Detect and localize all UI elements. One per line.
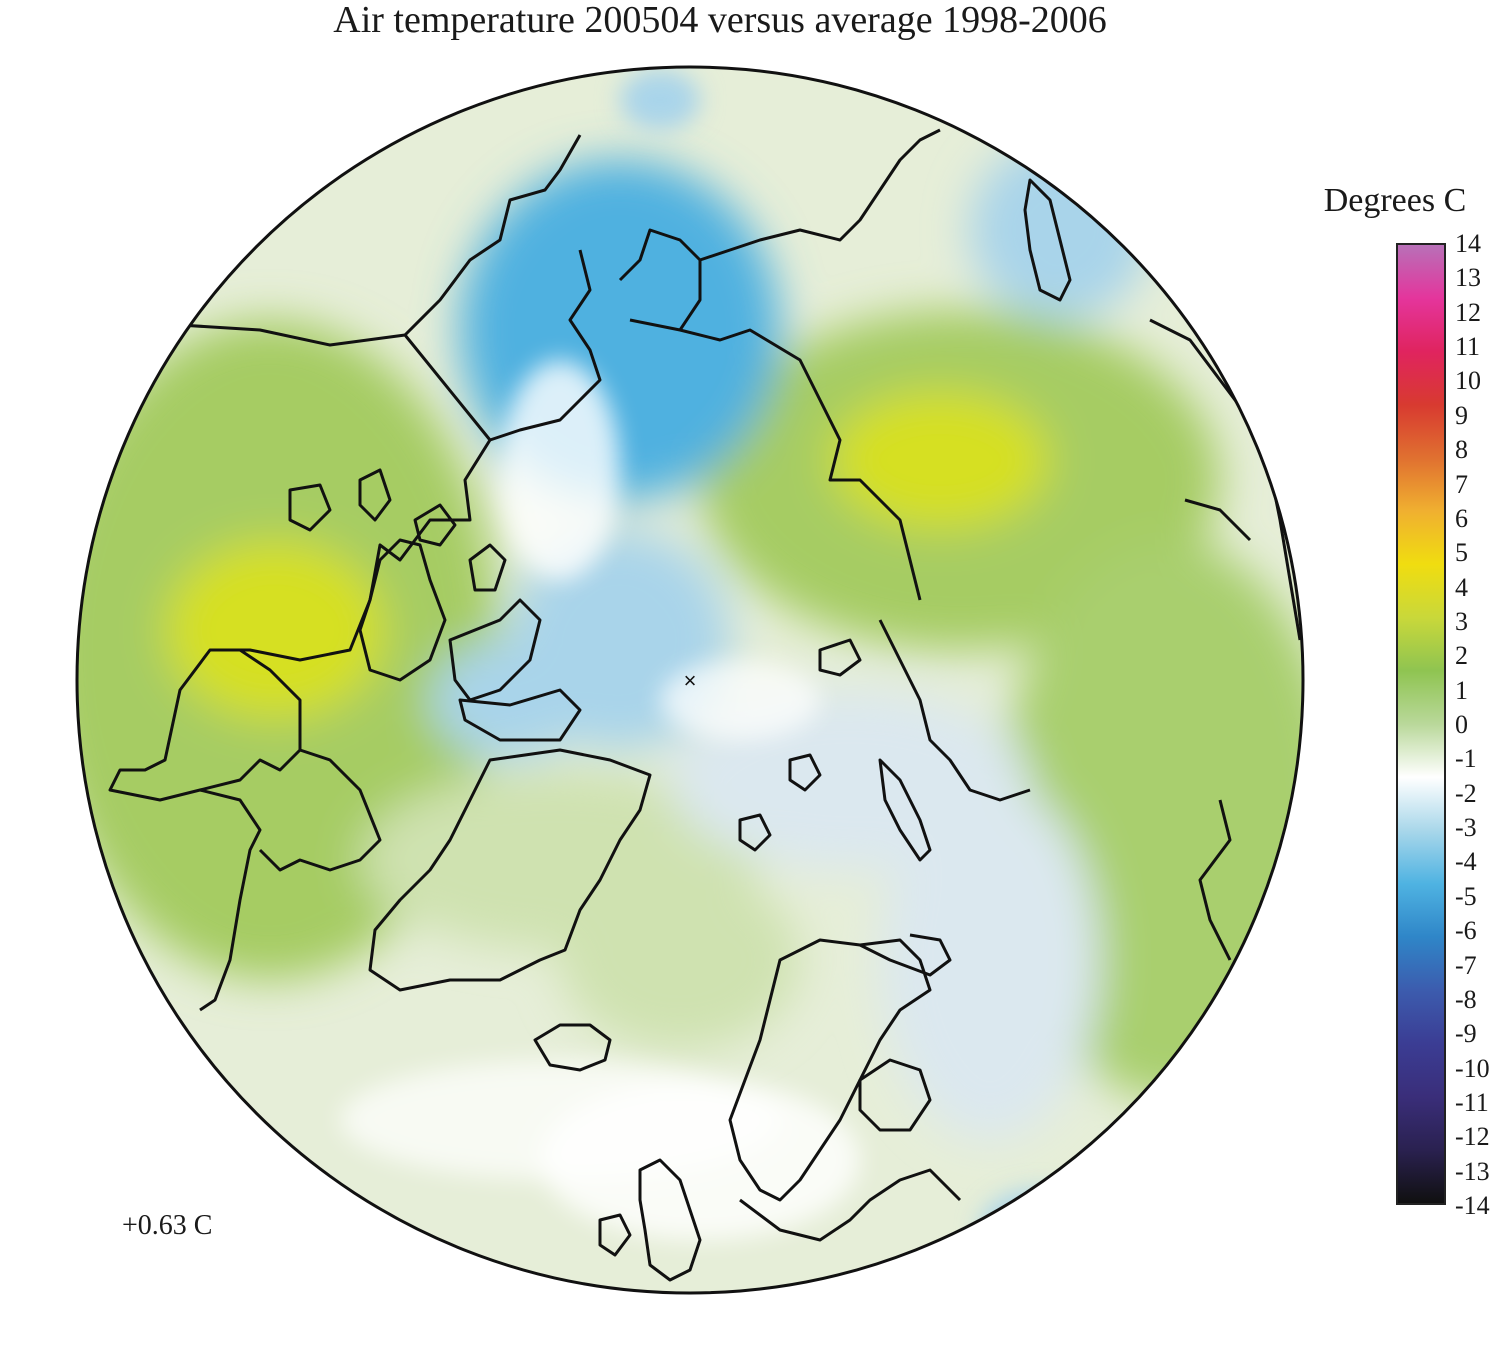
coastline-europe-mainland [739, 1168, 962, 1242]
coastline-alaska [403, 134, 582, 337]
legend-tick-label: -8 [1455, 984, 1477, 1014]
coastline-alaska-north [489, 249, 602, 442]
coastline-iceland [533, 1023, 612, 1072]
coastline-banks-island [358, 468, 392, 522]
legend-tick-label: 8 [1455, 435, 1468, 465]
coastline-baffin-island [358, 538, 447, 682]
legend-tick-label: 5 [1455, 538, 1468, 568]
coastline-victoria-island [288, 483, 332, 532]
legend-tick-label: 13 [1455, 263, 1481, 293]
legend-tick-label: 0 [1455, 710, 1468, 739]
legend-tick-label: 4 [1455, 572, 1468, 602]
coastline-east-siberia [699, 128, 941, 262]
legend-tick-label: -14 [1455, 1191, 1490, 1220]
legend-tick-label: 6 [1455, 503, 1468, 533]
legend-tick-label: 9 [1455, 400, 1468, 430]
anomaly-warm-atlantic [560, 870, 800, 1050]
map-disk-border [75, 65, 1305, 1295]
map-title: Air temperature 200504 versus average 19… [333, 0, 1107, 41]
coastline-labrador [258, 748, 382, 872]
anomaly-cold-north-pacific [620, 70, 700, 130]
coastline-archipelago-island-2 [458, 688, 582, 742]
coastline-severnaya-zemlya [818, 638, 862, 677]
coastline-archipelago-island-3 [413, 503, 457, 547]
legend-tick-label: -9 [1455, 1019, 1477, 1049]
mean-anomaly-label: +0.63 C [122, 1210, 213, 1241]
anomaly-cold-canadian-archipelago [430, 640, 590, 760]
legend-tick-label: -4 [1455, 847, 1477, 877]
coastline-okhotsk [1184, 498, 1252, 542]
legend-tick-label: -1 [1455, 744, 1477, 774]
legend-tick-label: 1 [1455, 675, 1468, 705]
coastline-taymyr [878, 619, 1031, 802]
coastline-bering-strait [618, 228, 702, 331]
coastline-archipelago-island-1 [468, 543, 507, 592]
legend-tick-label: -10 [1455, 1053, 1490, 1083]
legend-tick-label: 11 [1455, 332, 1481, 362]
coastline-chukotka [629, 318, 922, 601]
legend-tick-label: -7 [1455, 950, 1477, 980]
legend-tick-label: -6 [1455, 916, 1477, 946]
anomaly-cold-kamchatka [980, 1190, 1100, 1270]
anomaly-warm-core-siberia [830, 390, 1050, 530]
legend-tick-label: 2 [1455, 641, 1468, 671]
anomaly-warm-core-canada [165, 540, 385, 720]
coastline-kola-peninsula [859, 933, 952, 977]
coastlines [108, 128, 1302, 1282]
coastline-scandinavia [728, 938, 932, 1202]
coastline-ireland [598, 1213, 632, 1257]
legend-tick-label: -12 [1455, 1122, 1490, 1152]
legend-tick-label: -3 [1455, 813, 1477, 843]
anomaly-neutral-band-bering [500, 360, 620, 580]
legend-tick-label: 12 [1455, 297, 1481, 327]
anomaly-neutral-band-pole [660, 660, 820, 740]
coastline-great-britain [638, 1158, 702, 1282]
coastline-ellesmere-island [448, 598, 542, 702]
legend-tick-label: 7 [1455, 469, 1468, 499]
legend-tick-label: 14 [1455, 229, 1481, 258]
coastline-finland [858, 1058, 932, 1132]
legend-colorbar [1396, 243, 1446, 1205]
anomaly-cold-russia-west [880, 780, 1100, 1140]
coastline-novaya-zemlya [878, 758, 932, 862]
legend-tick-label: 3 [1455, 606, 1468, 636]
legend-tick-label: 10 [1455, 366, 1481, 396]
anomaly-cold-east-siberia [970, 140, 1150, 320]
legend-tick-label: -2 [1455, 778, 1477, 808]
legend-title: Degrees C [1323, 182, 1467, 219]
legend-tick-label: -5 [1455, 881, 1477, 911]
legend-tick-label: -13 [1455, 1156, 1490, 1186]
coastline-kamchatka [1023, 178, 1072, 302]
coastline-franz-josef [738, 813, 772, 852]
legend-tick-label: -11 [1455, 1087, 1489, 1117]
north-pole-marker: × [684, 668, 697, 693]
coastline-china [1198, 799, 1232, 961]
coastline-greenland [368, 748, 652, 992]
coastline-svalbard [788, 753, 822, 792]
